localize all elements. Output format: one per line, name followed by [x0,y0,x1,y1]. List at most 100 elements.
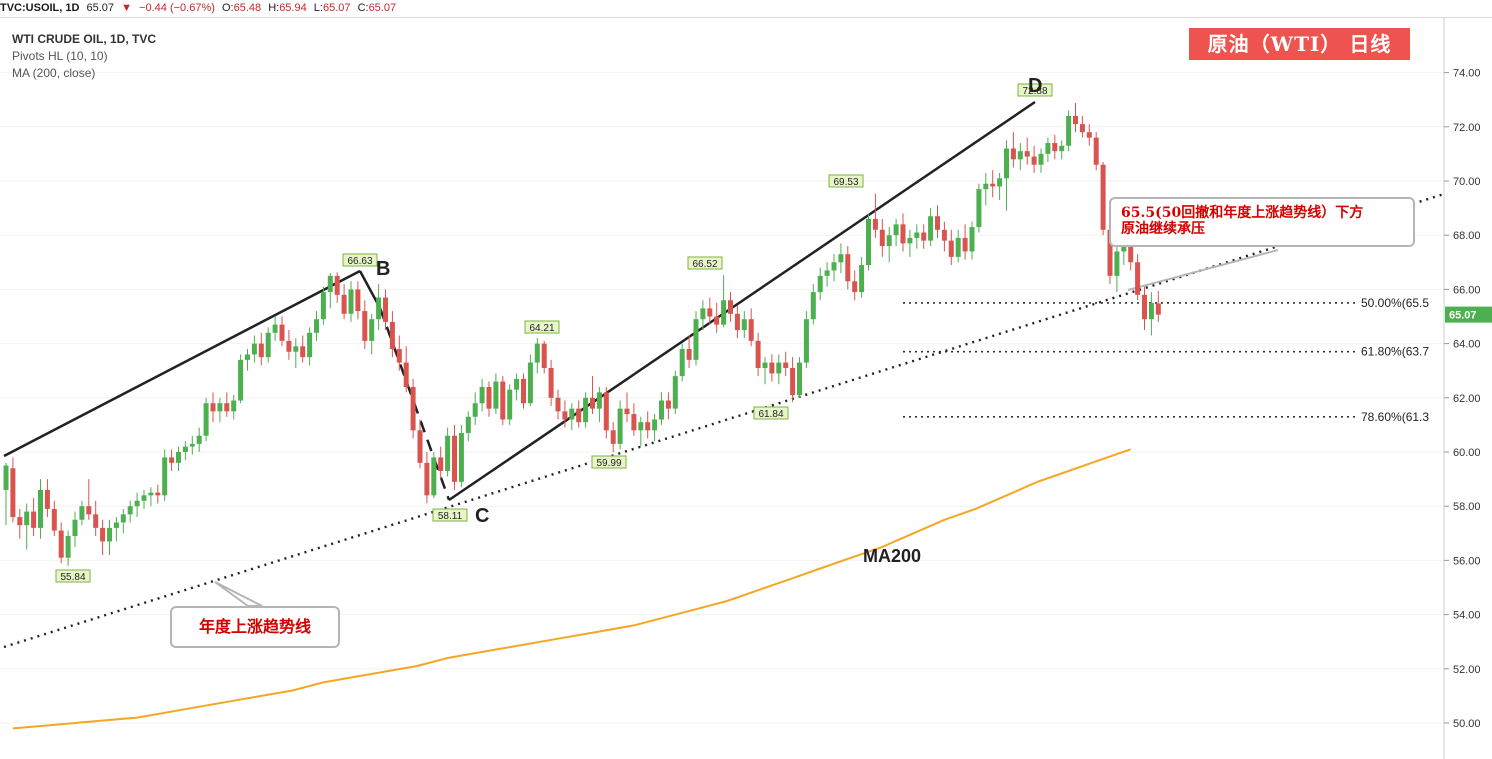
candle-body [983,183,989,190]
candle-body [1024,151,1030,157]
candle-body [1010,148,1016,160]
price-tick-label: 70.00 [1453,176,1481,188]
candle-body [1114,251,1120,276]
legend-ma[interactable]: MA (200, close) [12,66,96,80]
candle-body [245,354,250,360]
candle-body [493,381,499,409]
candle-body [1031,156,1037,165]
candle-body [803,319,809,363]
pivot-label-box [342,253,378,267]
ma200-line [12,448,1132,730]
candle-body [452,435,457,482]
candle-body [307,332,313,358]
ma200-label: MA200 [863,546,922,566]
candle-body [417,430,423,463]
candle-body [51,508,57,531]
candle-body [1045,143,1051,154]
pivot-label-box [432,508,468,522]
price-tick-label: 56.00 [1453,555,1481,567]
indicator-legend: WTI CRUDE OIL, 1D, TVC Pivots HL (10, 10… [12,31,156,82]
candle-body [196,435,202,444]
price-tick-label: 74.00 [1453,68,1481,80]
candle-body [265,332,271,358]
candle-body [217,403,223,412]
drawing-lines [3,100,1445,649]
pivot-label: 55.84 [60,572,85,583]
price-chart[interactable]: 50.00%(65.5 61.80%(63.7 78.60%(61.3 55.84 6… [0,18,1492,759]
candle-body [31,511,37,528]
pivot-label-box [591,455,627,469]
pivot-label: 59.99 [596,458,621,469]
candle-body [665,400,671,409]
candle-body [3,465,9,490]
wave-a-b-line [3,269,361,458]
down-arrow-icon: ▼ [121,2,132,14]
candle-body [279,324,285,341]
symbol-label[interactable]: TVC:USOIL, 1D [0,2,80,14]
price-tick-label: 60.00 [1453,447,1481,459]
candle-body [866,218,871,266]
candle-body [521,378,526,404]
candle-body [224,403,230,412]
candle-body [127,506,133,515]
candle-body [652,419,658,431]
candle-body [672,376,678,409]
price-tick-label: 52.00 [1453,664,1481,676]
candle-body [721,300,727,325]
resistance-callout: 65.5(50回撤和年度上涨趋势线）下方 原油继续承压 [1109,197,1415,247]
price-tick-label: 50.00 [1453,718,1481,730]
close-key: C: [357,2,369,14]
legend-title[interactable]: WTI CRUDE OIL, 1D, TVC [12,32,156,46]
candle-body [334,275,340,295]
candle-body [831,262,837,271]
high-value: 65.94 [279,2,307,14]
candle-body [997,178,1003,187]
candle-body [44,489,50,509]
pivot-label-box [753,406,789,420]
candle-body [58,530,64,558]
candle-body [424,462,430,496]
pivot-label: 64.21 [529,323,554,334]
pivot-label-box [1017,83,1053,97]
candle-body [907,237,913,244]
price-tick-label: 62.00 [1453,393,1481,405]
candle-body [465,416,471,434]
candle-body [728,300,733,314]
candle-body [141,495,147,501]
candle-body [514,378,520,390]
candle-body [314,319,319,333]
price-tick-label: 58.00 [1453,501,1481,513]
legend-pivots[interactable]: Pivots HL (10, 10) [12,49,108,63]
candle-body [1004,148,1009,179]
candle-body [790,367,796,396]
candle-body [797,362,802,396]
candle-body [624,408,630,415]
candle-body [231,400,237,412]
wave-c-d-line [448,100,1036,502]
candle-body [1142,294,1147,320]
candle-body [962,237,968,252]
candle-body [300,346,306,358]
last-price-label: 65.07 [86,2,115,14]
candle-body [396,349,402,363]
fib-level-label: 61.80%(63.7 [1361,345,1429,359]
candle-body [251,343,257,355]
callout-pointer [214,581,263,607]
candle-body [921,232,927,241]
candle-body [486,386,492,409]
last-price-tag-label: 65.07 [1449,310,1477,322]
candle-body [948,240,954,257]
last-price-tag [1445,306,1492,323]
symbol-header: TVC:USOIL, 1D 65.07 ▼ −0.44 (−0.67%) O:6… [0,0,1492,18]
candle-body [348,289,354,314]
callout-pointer-line [1127,249,1279,291]
candle-body [86,506,92,515]
candle-body [479,386,485,404]
candle-body [548,367,554,398]
price-axis[interactable]: 50.00 52.00 54.00 56.00 58.00 60.00 62.00 64.00… [1444,68,1492,730]
candle-body [1079,124,1085,133]
candle-body [555,397,561,412]
candle-body [541,343,547,368]
candle-body [817,275,823,293]
candle-body [872,218,878,230]
